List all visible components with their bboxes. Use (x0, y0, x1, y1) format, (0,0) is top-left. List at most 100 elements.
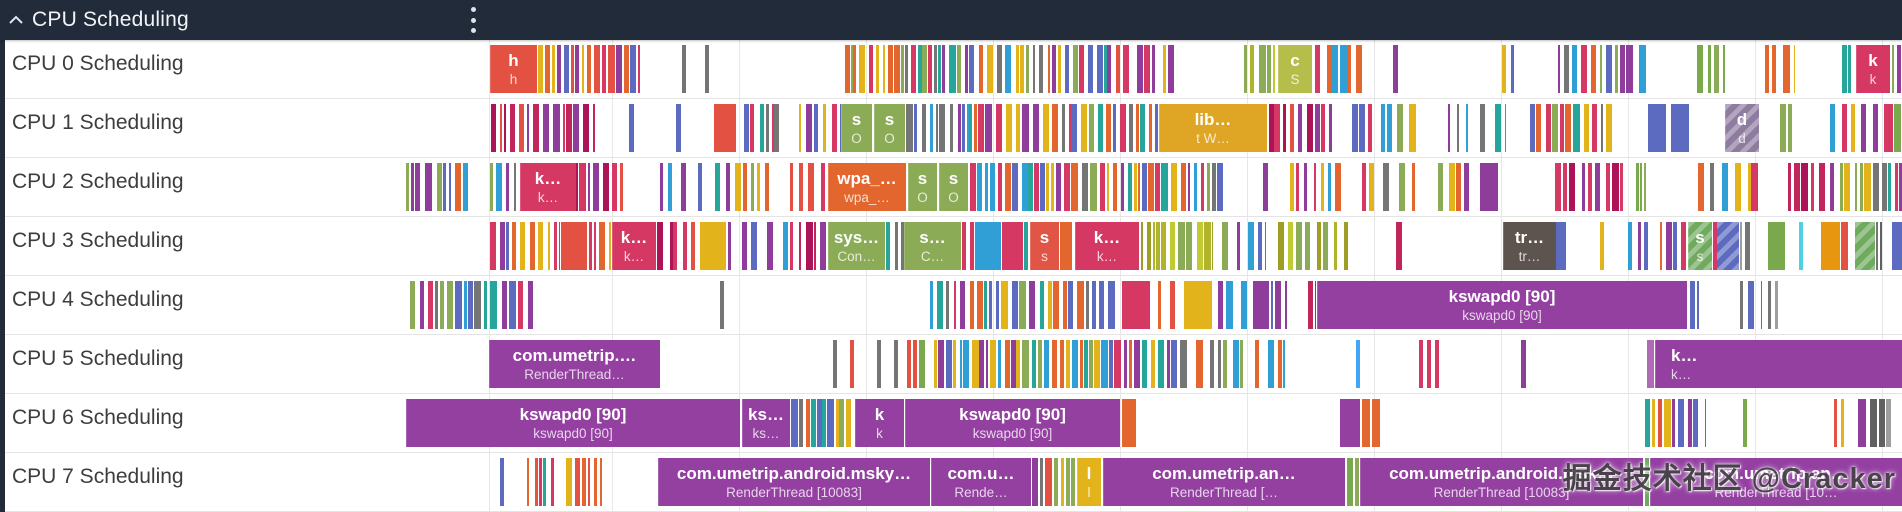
micro-slice[interactable] (1033, 163, 1040, 211)
micro-slice[interactable] (1894, 104, 1901, 152)
micro-slice[interactable] (1793, 45, 1795, 93)
micro-slice[interactable] (938, 45, 941, 93)
track-timeline-cpu2[interactable]: k… k… wpa_… wpa_… s O s O (0, 158, 1902, 217)
micro-slice[interactable] (1051, 104, 1058, 152)
micro-slice[interactable] (1026, 45, 1029, 93)
micro-slice[interactable] (1138, 163, 1141, 211)
micro-slice[interactable] (1748, 281, 1754, 329)
micro-slice[interactable] (608, 45, 616, 93)
micro-slice[interactable] (1066, 340, 1071, 388)
micro-slice[interactable] (1186, 222, 1192, 270)
micro-slice[interactable] (1277, 340, 1282, 388)
micro-slice[interactable] (1196, 222, 1204, 270)
slice[interactable]: com.umetrip.an… RenderThread [… (1103, 458, 1345, 506)
micro-slice[interactable] (1347, 45, 1351, 93)
micro-slice[interactable] (1316, 222, 1322, 270)
micro-slice[interactable] (882, 45, 886, 93)
micro-slice[interactable] (1056, 163, 1061, 211)
micro-slice[interactable] (1863, 163, 1871, 211)
micro-slice[interactable] (1535, 104, 1542, 152)
micro-slice[interactable] (1645, 399, 1651, 447)
micro-slice[interactable] (415, 163, 420, 211)
micro-slice[interactable] (933, 45, 937, 93)
slice[interactable]: lib… t W… (1159, 104, 1267, 152)
micro-slice[interactable] (997, 163, 1002, 211)
micro-slice[interactable] (1032, 340, 1037, 388)
micro-slice[interactable] (1022, 163, 1028, 211)
micro-slice[interactable] (1266, 45, 1271, 93)
micro-slice[interactable] (1161, 222, 1166, 270)
micro-slice[interactable] (1193, 163, 1197, 211)
micro-slice[interactable] (1799, 222, 1803, 270)
micro-slice[interactable] (1872, 104, 1879, 152)
micro-slice[interactable] (1032, 104, 1039, 152)
micro-slice[interactable] (817, 399, 822, 447)
micro-slice[interactable] (979, 340, 985, 388)
micro-slice[interactable] (581, 45, 585, 93)
micro-slice[interactable] (846, 399, 852, 447)
micro-slice[interactable] (1152, 222, 1155, 270)
slice[interactable]: com.u… Rende… (931, 458, 1031, 506)
micro-slice[interactable] (1870, 399, 1877, 447)
micro-slice[interactable] (1358, 104, 1365, 152)
micro-slice[interactable] (1177, 222, 1185, 270)
slice[interactable] (1713, 222, 1717, 270)
micro-slice[interactable] (1039, 458, 1043, 506)
micro-slice[interactable] (1081, 163, 1089, 211)
micro-slice[interactable] (764, 163, 770, 211)
slice[interactable] (1024, 222, 1028, 270)
slice[interactable]: kswapd0 [90] kswapd0 [90] (1317, 281, 1687, 329)
micro-slice[interactable] (530, 222, 535, 270)
micro-slice[interactable] (1347, 458, 1353, 506)
micro-slice[interactable] (598, 222, 605, 270)
micro-slice[interactable] (839, 399, 844, 447)
micro-slice[interactable] (583, 104, 590, 152)
micro-slice[interactable] (1399, 163, 1405, 211)
micro-slice[interactable] (1121, 163, 1124, 211)
micro-slice[interactable] (1787, 104, 1792, 152)
micro-slice[interactable] (602, 45, 606, 93)
micro-slice[interactable] (1386, 104, 1392, 152)
micro-slice[interactable] (1051, 163, 1055, 211)
micro-slice[interactable] (1168, 45, 1175, 93)
micro-slice[interactable] (576, 163, 579, 211)
micro-slice[interactable] (620, 163, 623, 211)
micro-slice[interactable] (1896, 45, 1901, 93)
slice[interactable] (894, 340, 898, 388)
micro-slice[interactable] (1502, 45, 1506, 93)
micro-slice[interactable] (1644, 222, 1649, 270)
slice[interactable] (877, 340, 881, 388)
micro-slice[interactable] (1271, 281, 1274, 329)
micro-slice[interactable] (949, 45, 957, 93)
micro-slice[interactable] (751, 163, 754, 211)
micro-slice[interactable] (1854, 163, 1857, 211)
slice[interactable] (1647, 340, 1654, 388)
micro-slice[interactable] (1666, 222, 1673, 270)
micro-slice[interactable] (1010, 340, 1016, 388)
micro-slice[interactable] (1123, 45, 1129, 93)
micro-slice[interactable] (1721, 163, 1728, 211)
micro-slice[interactable] (552, 104, 560, 152)
slice[interactable] (1253, 281, 1269, 329)
micro-slice[interactable] (1158, 340, 1164, 388)
micro-slice[interactable] (1142, 163, 1148, 211)
micro-slice[interactable] (1591, 104, 1598, 152)
micro-slice[interactable] (616, 45, 622, 93)
micro-slice[interactable] (690, 222, 695, 270)
micro-slice[interactable] (827, 399, 834, 447)
micro-slice[interactable] (1148, 163, 1154, 211)
micro-slice[interactable] (1283, 340, 1285, 388)
micro-slice[interactable] (1155, 163, 1161, 211)
micro-slice[interactable] (1123, 340, 1127, 388)
micro-slice[interactable] (1278, 222, 1284, 270)
micro-slice[interactable] (1092, 281, 1096, 329)
micro-slice[interactable] (1093, 340, 1101, 388)
micro-slice[interactable] (1368, 104, 1373, 152)
slice[interactable] (913, 340, 917, 388)
micro-slice[interactable] (1209, 340, 1215, 388)
slice[interactable]: k… k… (1075, 222, 1139, 270)
micro-slice[interactable] (1099, 163, 1105, 211)
